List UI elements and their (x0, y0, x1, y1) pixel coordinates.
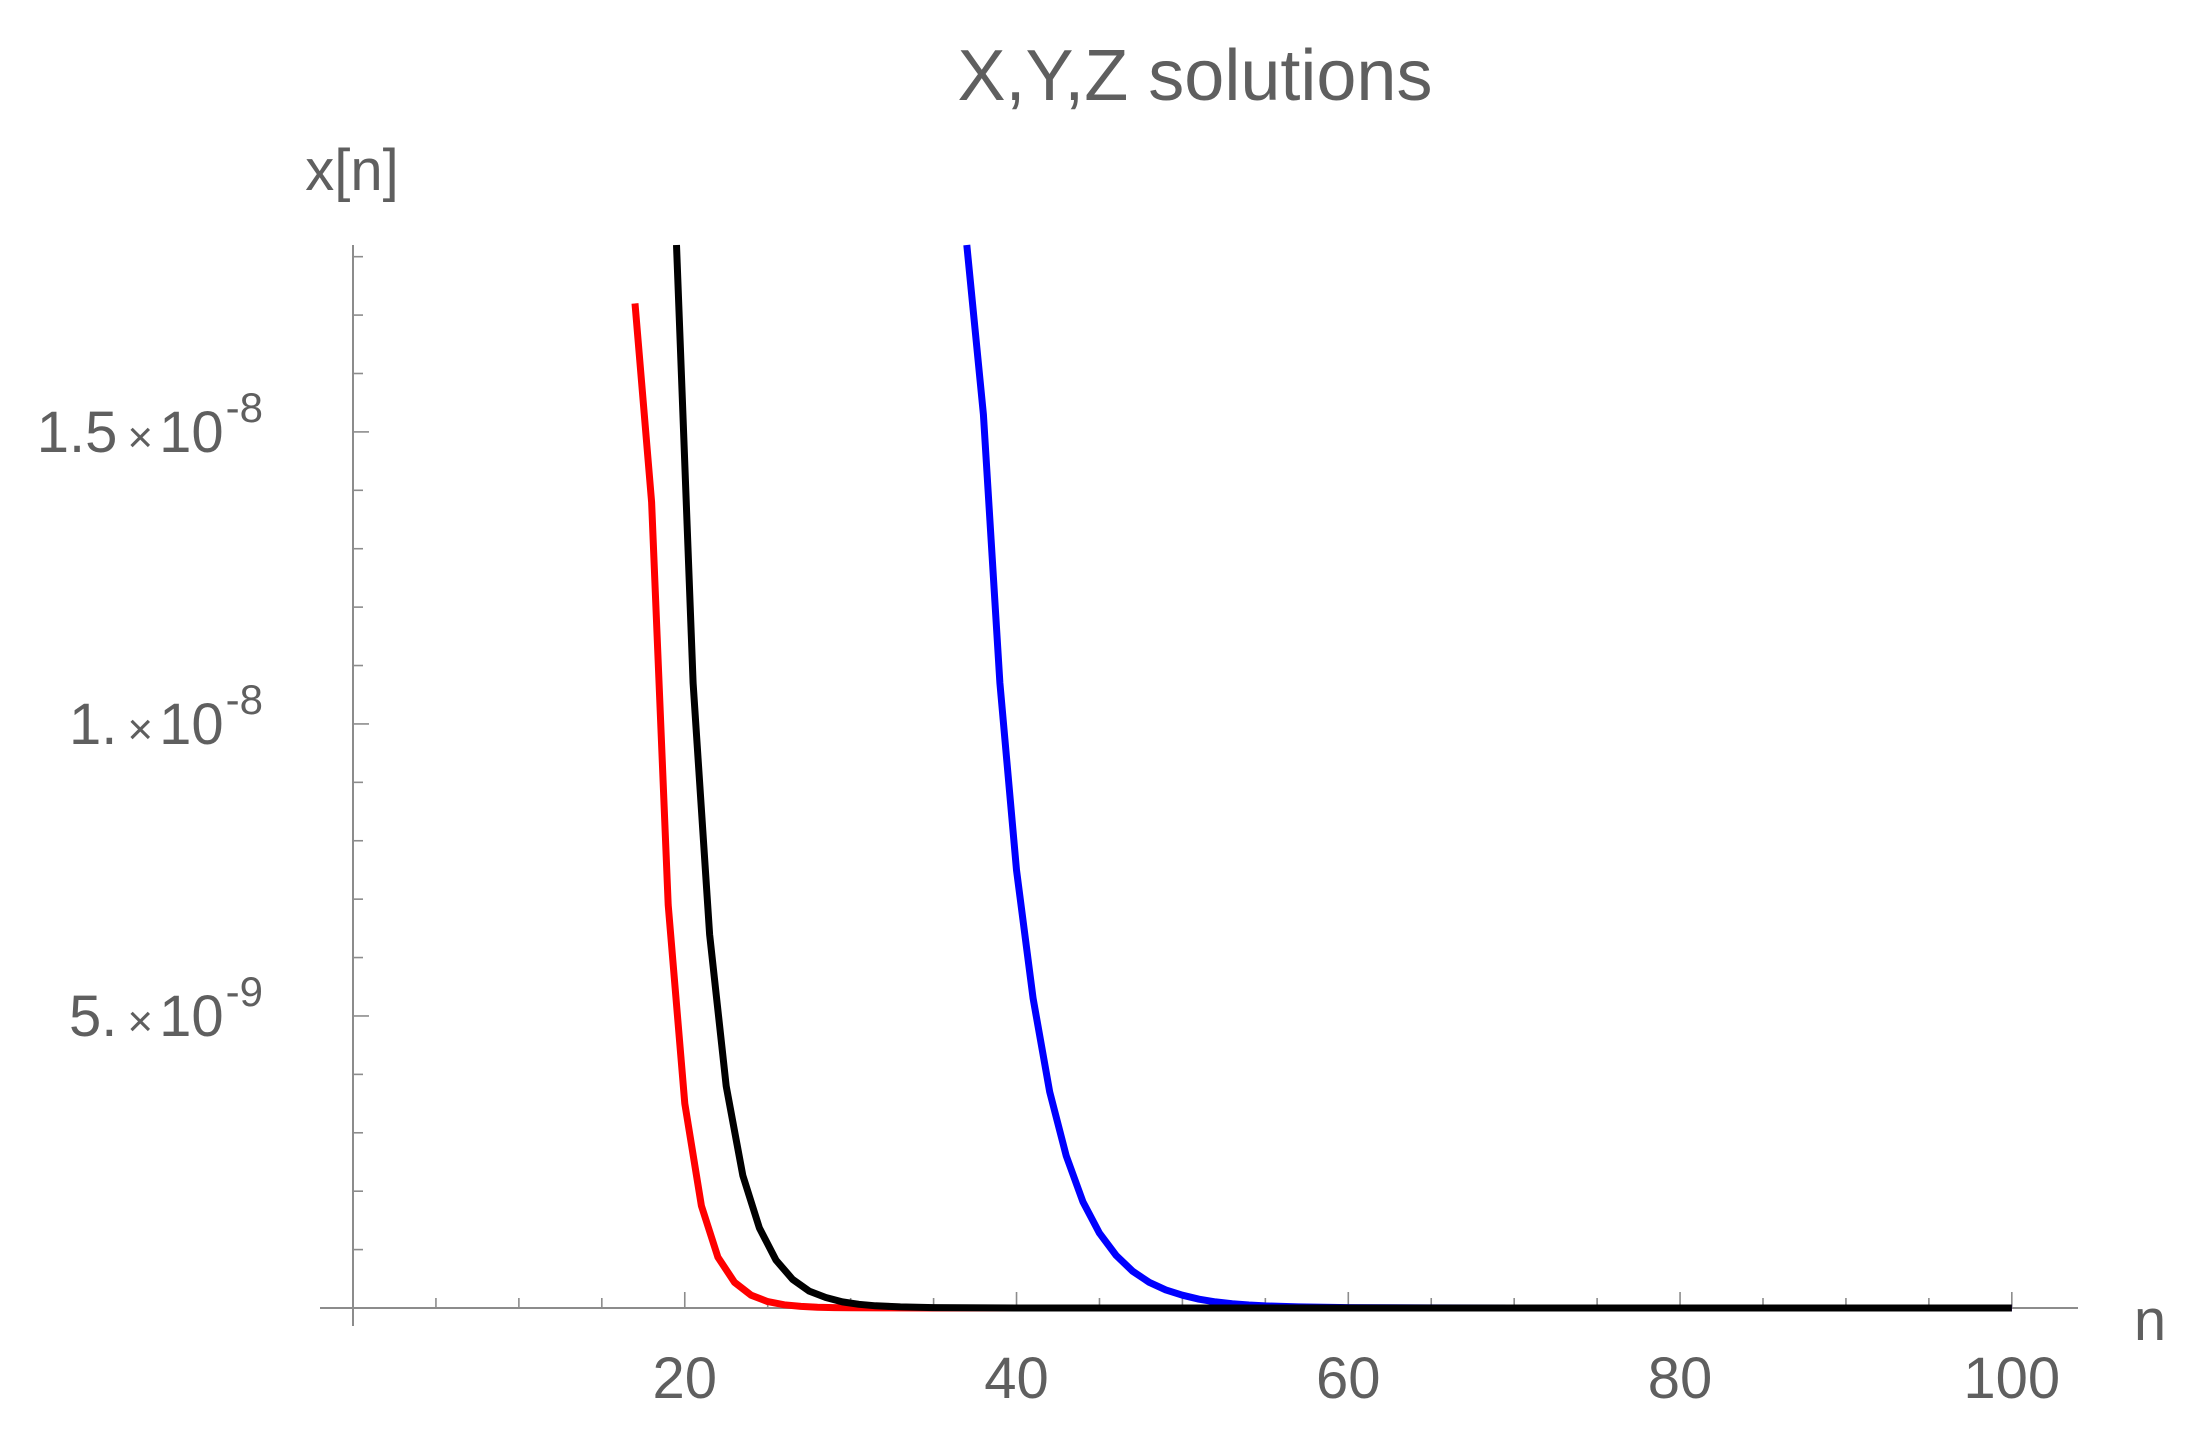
series-line-2 (963, 244, 2012, 1312)
x-tick-label: 60 (1316, 1346, 1381, 1411)
series-line-1 (631, 303, 2012, 1312)
x-axis-label: n (2134, 1288, 2166, 1353)
x-tick-label: 20 (653, 1346, 718, 1411)
x-tick-label: 40 (984, 1346, 1049, 1411)
y-tick-label: 1.5 × 10-8 (37, 384, 263, 465)
y-ticks: 5. × 10-9 1. × 10-8 1.5 × 10-8 (37, 255, 369, 1251)
y-axis-label: x[n] (305, 138, 399, 203)
y-tick-label: 1. × 10-8 (69, 676, 263, 757)
series-layer (631, 244, 2012, 1312)
x-tick-label: 100 (1963, 1346, 2060, 1411)
y-tick-label: 5. × 10-9 (69, 968, 263, 1049)
x-tick-label: 80 (1648, 1346, 1713, 1411)
chart-title: X,Y,Z solutions (958, 36, 1433, 116)
x-ticks: 20 40 60 80 100 (435, 1292, 2060, 1411)
series-line-3 (673, 244, 2012, 1312)
